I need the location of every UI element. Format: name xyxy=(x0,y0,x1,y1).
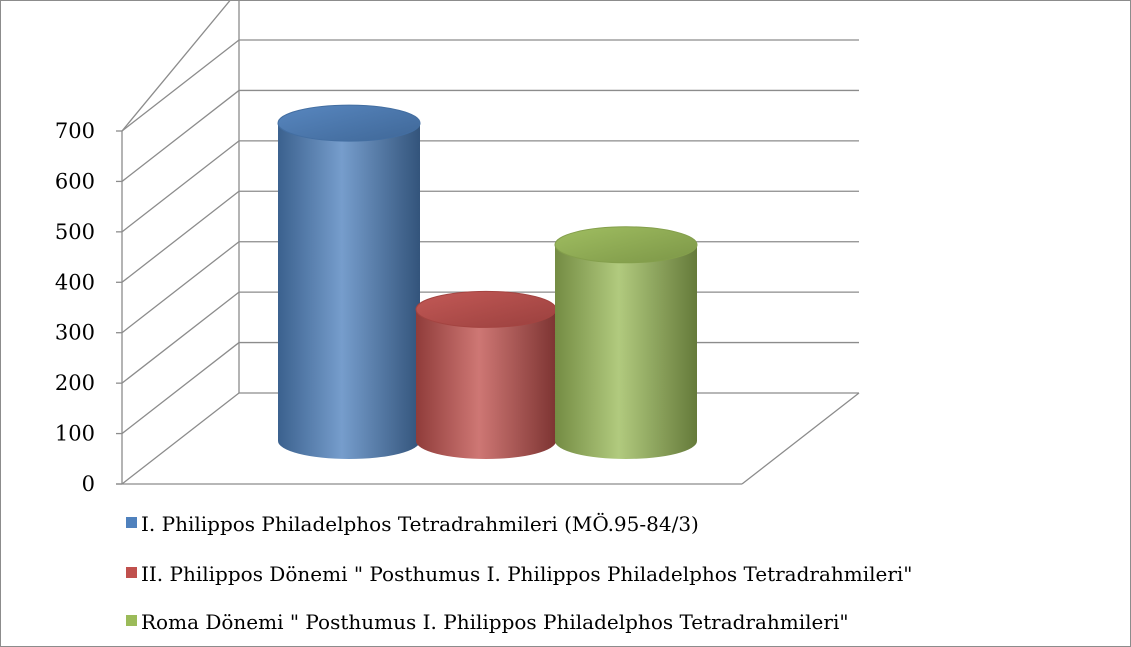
legend-label: I. Philippos Philadelphos Tetradrahmiler… xyxy=(141,511,699,536)
gridline-diagonal xyxy=(121,241,240,334)
bar-cylinder-body xyxy=(278,123,420,459)
y-tick-label: 200 xyxy=(55,371,95,395)
y-tick-label: 700 xyxy=(55,119,95,143)
gridline-diagonal xyxy=(121,140,240,233)
legend-label: Roma Dönemi " Posthumus I. Philippos Phi… xyxy=(141,610,849,634)
gridline-diagonal xyxy=(121,342,240,435)
y-tick-label: 300 xyxy=(55,321,95,345)
gridline-diagonal xyxy=(121,392,240,485)
legend-swatch xyxy=(126,567,137,578)
gridline-diagonal xyxy=(121,39,240,132)
gridline-diagonal xyxy=(121,190,240,283)
legend-label: II. Philippos Dönemi " Posthumus I. Phil… xyxy=(141,562,913,586)
y-axis-ticks: 0 100 200 300 400 500 600 700 xyxy=(55,119,122,496)
chart-walls xyxy=(116,131,860,485)
y-tick-label: 600 xyxy=(55,169,95,193)
bar-cylinder-body xyxy=(416,309,556,459)
gridline-diagonal xyxy=(121,1,231,132)
floor-right-edge xyxy=(741,392,860,485)
gridline-diagonal xyxy=(121,291,240,384)
bar-cylinder-top xyxy=(554,226,698,264)
legend: I. Philippos Philadelphos Tetradrahmiler… xyxy=(126,511,913,634)
bars xyxy=(277,104,698,459)
y-tick-label: 100 xyxy=(55,422,95,446)
y-tick-label: 0 xyxy=(82,472,95,496)
legend-swatch xyxy=(126,615,137,626)
bar-cylinder-body xyxy=(555,244,697,459)
gridline-diagonal xyxy=(121,89,240,182)
legend-swatch xyxy=(126,517,137,528)
y-tick-label: 400 xyxy=(55,270,95,294)
bar-cylinder-top xyxy=(415,290,557,328)
bar-cylinder-top xyxy=(277,104,421,142)
y-tick-label: 500 xyxy=(55,220,95,244)
